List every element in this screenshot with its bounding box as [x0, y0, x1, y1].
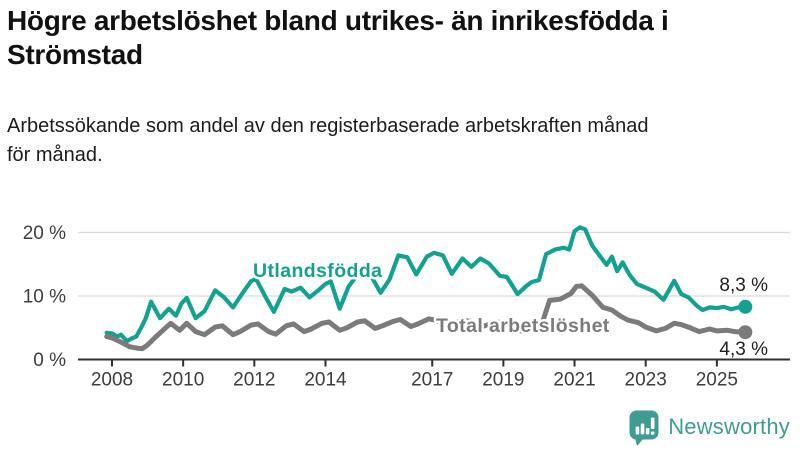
x-axis-label-2025: 2025 [696, 370, 738, 391]
series-lines [104, 225, 748, 352]
x-axis-label-2023: 2023 [625, 370, 667, 391]
page-title-line-1: Högre arbetslöshet bland utrikes- än inr… [7, 5, 669, 36]
x-axis-label-2014: 2014 [304, 370, 347, 391]
x-axis-label-2010: 2010 [162, 370, 204, 391]
newsworthy-wordmark: Newsworthy [668, 414, 790, 439]
y-axis-label-10: 10 % [23, 287, 66, 308]
x-axis: 2008 2010 2012 2014 2017 2019 2021 2023 2025 [78, 358, 790, 391]
end-value-label-total: 4,3 % [719, 339, 768, 360]
x-axis-label-2019: 2019 [482, 370, 524, 391]
x-axis-label-2012: 2012 [233, 370, 275, 391]
chart-subtitle: Arbetssökande som andel av den registerb… [7, 112, 795, 170]
end-value-label-utlandsfodda: 8,3 % [719, 275, 768, 296]
series-line-utlandsfodda [104, 225, 748, 344]
x-axis-label-2021: 2021 [553, 370, 595, 391]
series-end-dot-total [738, 325, 753, 340]
page-title: Högre arbetslöshet bland utrikes- än inr… [7, 4, 795, 72]
x-axis-label-2008: 2008 [91, 370, 133, 391]
chart-subtitle-line-1: Arbetssökande som andel av den registerb… [7, 115, 649, 137]
series-end-dots [738, 299, 753, 340]
chart-subtitle-line-2: för månad. [7, 144, 103, 166]
page-title-line-2: Strömstad [7, 39, 143, 70]
unemployment-line-chart: 0 % 10 % 20 % 2008 2010 2012 2014 2017 2019 2021… [23, 223, 790, 391]
series-label-total: Total arbetslöshet [436, 315, 610, 337]
x-axis-label-2017: 2017 [411, 370, 453, 391]
newsworthy-logo: Newsworthy [628, 407, 790, 447]
series-label-utlandsfodda: Utlandsfödda [253, 260, 382, 282]
bar-chart-speech-bubble-icon [629, 410, 659, 446]
gridlines: 0 % 10 % 20 % [23, 223, 790, 371]
series-line-total [104, 283, 748, 352]
y-axis-label-20: 20 % [23, 223, 66, 244]
y-axis-label-0: 0 % [33, 350, 66, 371]
series-end-dot-utlandsfodda [738, 299, 753, 314]
